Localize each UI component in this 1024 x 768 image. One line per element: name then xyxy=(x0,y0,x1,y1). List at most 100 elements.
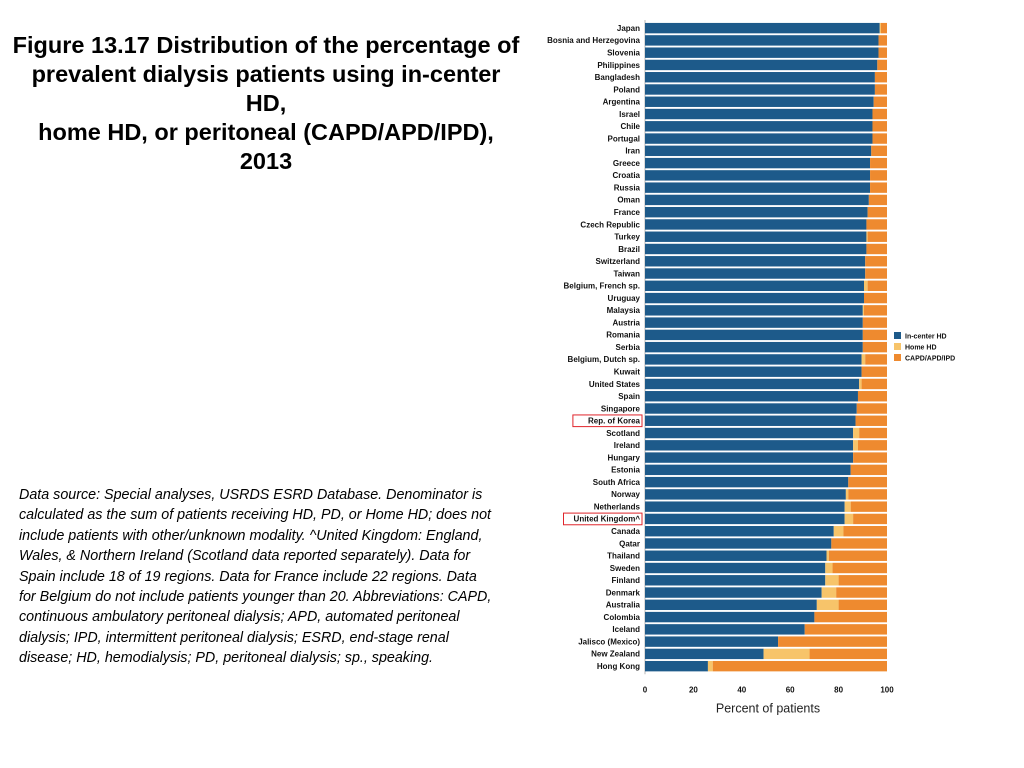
highlight-box-united-kingdom xyxy=(563,512,643,526)
bar-home-hd-scotland xyxy=(853,427,860,439)
category-label-turkey: Turkey xyxy=(614,233,640,242)
bar-home-hd-belgium-dutch-sp xyxy=(861,354,866,365)
bar-home-hd-thailand xyxy=(826,550,829,561)
bar-capd-apd-ipd-portugal xyxy=(872,133,887,144)
category-label-brazil: Brazil xyxy=(618,245,640,254)
category-label-belgium-french-sp: Belgium, French sp. xyxy=(564,282,640,291)
bar-capd-apd-ipd-rep-of-korea xyxy=(855,415,887,426)
category-label-switzerland: Switzerland xyxy=(596,257,641,266)
bar-capd-apd-ipd-switzerland xyxy=(865,256,887,267)
bar-capd-apd-ipd-norway xyxy=(848,489,887,500)
bar-capd-apd-ipd-jalisco-mexico xyxy=(778,636,887,647)
bar-in-center-hd-turkey xyxy=(645,231,867,242)
bar-capd-apd-ipd-israel xyxy=(872,108,887,120)
bar-capd-apd-ipd-thailand xyxy=(828,550,887,561)
bar-capd-apd-ipd-iran xyxy=(871,145,887,157)
bar-in-center-hd-romania xyxy=(645,329,863,341)
bar-capd-apd-ipd-philippines xyxy=(877,59,887,71)
category-label-serbia: Serbia xyxy=(616,343,641,352)
category-label-kuwait: Kuwait xyxy=(614,368,641,377)
bar-in-center-hd-uruguay xyxy=(645,292,865,304)
category-label-iceland: Iceland xyxy=(612,625,640,634)
bar-capd-apd-ipd-netherlands xyxy=(850,501,887,512)
bar-capd-apd-ipd-hungary xyxy=(853,452,887,463)
bar-home-hd-hong-kong xyxy=(707,660,713,672)
bar-in-center-hd-netherlands xyxy=(645,501,845,512)
category-label-belgium-dutch-sp: Belgium, Dutch sp. xyxy=(568,355,640,364)
bar-in-center-hd-kuwait xyxy=(645,366,862,377)
bar-home-hd-canada xyxy=(833,526,844,537)
bar-capd-apd-ipd-qatar xyxy=(831,538,887,549)
bar-capd-apd-ipd-bosnia-and-herzegovina xyxy=(878,35,887,46)
category-label-france: France xyxy=(614,208,641,217)
bar-capd-apd-ipd-bangladesh xyxy=(874,72,887,83)
bar-in-center-hd-sweden xyxy=(645,562,826,574)
bar-capd-apd-ipd-poland xyxy=(874,84,887,95)
category-label-uruguay: Uruguay xyxy=(608,294,641,303)
bar-capd-apd-ipd-taiwan xyxy=(865,268,887,279)
category-label-singapore: Singapore xyxy=(601,404,641,413)
category-label-ireland: Ireland xyxy=(614,441,640,450)
category-label-netherlands: Netherlands xyxy=(594,502,641,511)
bar-in-center-hd-czech-republic xyxy=(645,219,867,230)
bar-capd-apd-ipd-new-zealand xyxy=(809,648,887,660)
bar-capd-apd-ipd-australia xyxy=(838,599,887,611)
category-label-japan: Japan xyxy=(617,24,640,33)
bar-in-center-hd-canada xyxy=(645,526,834,537)
category-label-sweden: Sweden xyxy=(610,564,640,573)
bar-in-center-hd-belgium-french-sp xyxy=(645,280,865,292)
bar-in-center-hd-greece xyxy=(645,157,871,169)
category-label-new-zealand: New Zealand xyxy=(591,650,640,659)
bar-capd-apd-ipd-south-africa xyxy=(848,476,887,488)
category-label-denmark: Denmark xyxy=(606,588,641,597)
bar-in-center-hd-belgium-dutch-sp xyxy=(645,354,862,365)
x-tick-label-60: 60 xyxy=(786,685,795,694)
category-label-scotland: Scotland xyxy=(606,429,640,438)
bar-capd-apd-ipd-argentina xyxy=(873,96,887,107)
bar-in-center-hd-israel xyxy=(645,108,873,120)
category-label-hungary: Hungary xyxy=(608,453,641,462)
bar-capd-apd-ipd-france xyxy=(867,206,887,218)
category-label-rep-of-korea: Rep. of Korea xyxy=(588,417,641,426)
bar-capd-apd-ipd-brazil xyxy=(866,243,887,255)
bar-in-center-hd-thailand xyxy=(645,550,827,561)
x-tick-label-40: 40 xyxy=(737,685,746,694)
title-line-2: prevalent dialysis patients using in-cen… xyxy=(31,61,501,116)
category-label-argentina: Argentina xyxy=(603,98,641,107)
chart-title: Figure 13.17 Distribution of the percent… xyxy=(10,31,522,176)
x-tick-label-20: 20 xyxy=(689,685,698,694)
bar-capd-apd-ipd-spain xyxy=(857,391,887,402)
category-label-bosnia-and-herzegovina: Bosnia and Herzegovina xyxy=(547,36,640,45)
bar-capd-apd-ipd-singapore xyxy=(856,403,887,414)
bar-home-hd-australia xyxy=(816,599,839,611)
bar-capd-apd-ipd-chile xyxy=(872,121,887,132)
x-tick-label-0: 0 xyxy=(643,685,648,694)
bar-in-center-hd-taiwan xyxy=(645,268,866,279)
bar-in-center-hd-philippines xyxy=(645,59,878,71)
category-label-bangladesh: Bangladesh xyxy=(595,73,640,82)
category-label-taiwan: Taiwan xyxy=(613,269,640,278)
bar-in-center-hd-united-kingdom xyxy=(645,513,845,525)
x-tick-label-80: 80 xyxy=(834,685,843,694)
bar-capd-apd-ipd-oman xyxy=(868,194,887,206)
bar-in-center-hd-argentina xyxy=(645,96,874,107)
category-label-malaysia: Malaysia xyxy=(607,306,641,315)
bar-home-hd-finland xyxy=(825,575,839,586)
bar-home-hd-netherlands xyxy=(844,501,851,512)
legend-swatch-capd-apd-ipd xyxy=(894,354,901,361)
bar-in-center-hd-chile xyxy=(645,121,873,132)
legend-swatch-home-hd xyxy=(894,343,901,350)
bar-in-center-hd-switzerland xyxy=(645,256,866,267)
category-label-colombia: Colombia xyxy=(604,613,641,622)
bar-capd-apd-ipd-colombia xyxy=(814,611,887,623)
category-label-south-africa: South Africa xyxy=(593,478,641,487)
category-label-austria: Austria xyxy=(612,318,640,327)
bar-home-hd-japan xyxy=(879,22,881,34)
bar-in-center-hd-singapore xyxy=(645,403,857,414)
bar-home-hd-malaysia xyxy=(862,305,865,316)
bar-in-center-hd-qatar xyxy=(645,538,832,549)
bar-in-center-hd-ireland xyxy=(645,440,854,451)
category-label-jalisco-mexico: Jalisco (Mexico) xyxy=(578,637,640,646)
bar-capd-apd-ipd-ireland xyxy=(857,440,887,451)
x-axis-title: Percent of patients xyxy=(716,701,820,715)
